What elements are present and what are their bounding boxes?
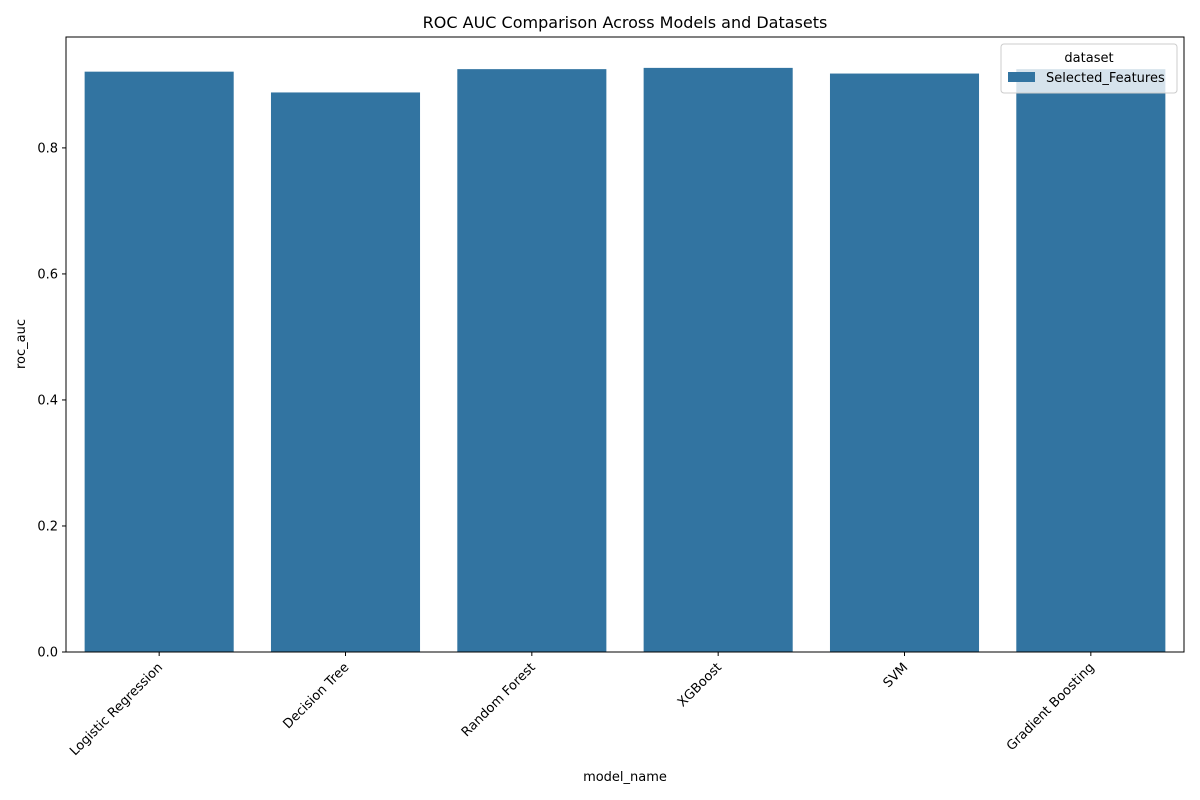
bars-group (84, 67, 1166, 653)
x-tick-label: Decision Tree (281, 660, 353, 732)
legend-swatch (1008, 72, 1035, 82)
plot-frame (65, 36, 1185, 653)
y-axis-ticks: 0.0 0.2 0.4 0.6 0.8 (37, 141, 66, 661)
x-tick-label: XGBoost (675, 660, 725, 710)
x-axis-label: model_name (583, 770, 667, 785)
x-tick-label: Logistic Regression (67, 660, 166, 759)
y-tick-label: 0.6 (37, 267, 58, 282)
x-tick-label: SVM (881, 660, 912, 691)
y-tick-label: 0.2 (37, 519, 58, 534)
chart-title: ROC AUC Comparison Across Models and Dat… (423, 13, 828, 32)
x-tick-label: Random Forest (459, 660, 539, 740)
legend-title: dataset (1064, 51, 1113, 66)
bar-svm (829, 73, 980, 653)
y-tick-label: 0.4 (37, 393, 58, 408)
y-tick-label: 0.0 (37, 646, 58, 661)
legend-label-selected-features: Selected_Features (1046, 71, 1165, 86)
bar-decision-tree (270, 92, 421, 652)
x-tick-label: Gradient Boosting (1004, 660, 1098, 754)
x-axis-ticks: Logistic Regression Decision Tree Random F… (67, 652, 1098, 759)
legend: dataset Selected_Features (1000, 43, 1178, 94)
y-axis-label: roc_auc (14, 319, 29, 369)
bar-gradient-boosting (1016, 69, 1166, 652)
legend-box (1000, 43, 1178, 94)
y-tick-label: 0.8 (37, 141, 58, 156)
bar-logistic-regression (84, 71, 234, 652)
bar-xgboost (643, 67, 793, 652)
bar-random-forest (457, 69, 607, 652)
